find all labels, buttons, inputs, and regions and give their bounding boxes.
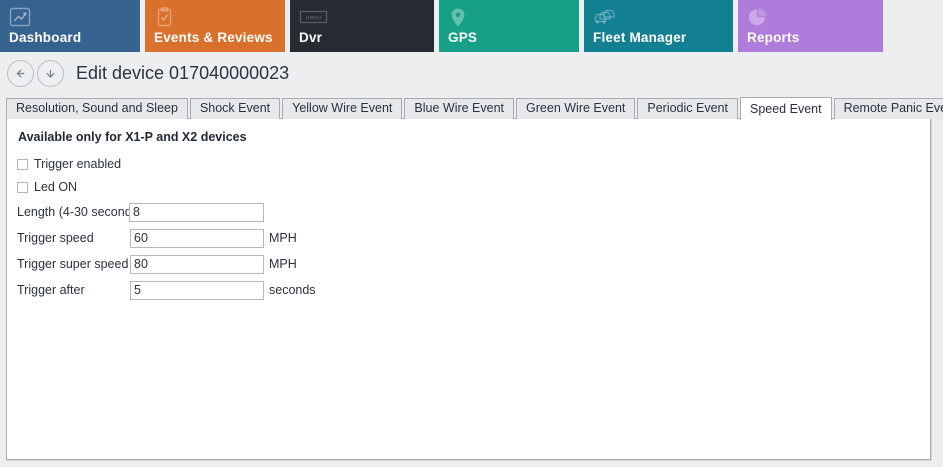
arrow-left-circle-icon[interactable] [7, 59, 34, 87]
field-label-length: Length (4-30 seconds) [17, 205, 143, 219]
nav-tile-label: Dvr [299, 30, 323, 45]
svg-text:menu: menu [306, 16, 321, 22]
length-input[interactable] [129, 202, 264, 222]
clipboard-check-icon [154, 7, 178, 29]
tab-speed-event[interactable]: Speed Event [739, 97, 832, 120]
checkbox-label: Trigger enabled [34, 157, 122, 171]
unit-trigger-speed: MPH [269, 231, 297, 245]
tab-shock-event[interactable]: Shock Event [189, 98, 281, 119]
device-settings-tabs: Resolution, Sound and Sleep Shock Event … [6, 97, 943, 120]
trigger-super-speed-input[interactable] [130, 254, 264, 274]
nav-tile-gps[interactable]: GPS [439, 0, 579, 52]
nav-tile-label: Reports [747, 30, 800, 45]
arrow-down-circle-icon[interactable] [37, 59, 64, 87]
nav-tile-dvr[interactable]: menu Dvr [290, 0, 434, 52]
pie-chart-icon [747, 7, 771, 29]
tab-resolution-sound-and-sleep[interactable]: Resolution, Sound and Sleep [6, 98, 188, 119]
tab-yellow-wire-event[interactable]: Yellow Wire Event [282, 98, 403, 119]
tab-blue-wire-event[interactable]: Blue Wire Event [404, 98, 515, 119]
trigger-speed-input[interactable] [130, 228, 264, 248]
nav-tile-reports[interactable]: Reports [738, 0, 883, 52]
tab-remote-panic-event[interactable]: Remote Panic Event [833, 98, 943, 119]
field-label-trigger-super-speed: Trigger super speed [17, 257, 129, 271]
checkbox-row-led-on[interactable]: Led ON [17, 176, 930, 198]
page-header: Edit device 017040000023 [0, 52, 943, 94]
checkbox-trigger-enabled[interactable] [17, 158, 28, 170]
nav-tile-label: Dashboard [9, 30, 82, 45]
nav-tile-dashboard[interactable]: Dashboard [0, 0, 140, 52]
field-row-trigger-speed: Trigger speed MPH [17, 226, 930, 250]
tab-periodic-event[interactable]: Periodic Event [637, 98, 738, 119]
field-row-trigger-super-speed: Trigger super speed MPH [17, 252, 930, 276]
nav-tile-label: Events & Reviews [154, 30, 273, 45]
cars-icon [593, 7, 617, 29]
nav-tile-label: Fleet Manager [593, 30, 687, 45]
tab-green-wire-event[interactable]: Green Wire Event [516, 98, 636, 119]
page-title: Edit device 017040000023 [76, 62, 290, 83]
trigger-after-input[interactable] [130, 280, 264, 300]
checkbox-label: Led ON [34, 180, 78, 194]
checkbox-row-trigger-enabled[interactable]: Trigger enabled [17, 153, 930, 175]
field-label-trigger-after: Trigger after [17, 283, 85, 297]
field-label-trigger-speed: Trigger speed [17, 231, 94, 245]
unit-trigger-super-speed: MPH [269, 257, 297, 271]
nav-tile-events-and-reviews[interactable]: Events & Reviews [145, 0, 285, 52]
panel-heading: Available only for X1-P and X2 devices [18, 130, 247, 144]
map-pin-icon [448, 7, 472, 29]
chart-line-icon [9, 7, 33, 29]
monitor-icon: menu [299, 7, 328, 29]
field-row-trigger-after: Trigger after seconds [17, 278, 930, 302]
unit-trigger-after: seconds [269, 283, 316, 297]
main-navigation: Dashboard Events & Reviews menu Dvr [0, 0, 943, 52]
speed-event-settings-panel: Available only for X1-P and X2 devices T… [6, 118, 931, 460]
checkbox-led-on[interactable] [17, 181, 28, 193]
nav-tile-label: GPS [448, 30, 478, 45]
field-row-length: Length (4-30 seconds) [17, 200, 930, 224]
nav-tile-fleet-manager[interactable]: Fleet Manager [584, 0, 733, 52]
